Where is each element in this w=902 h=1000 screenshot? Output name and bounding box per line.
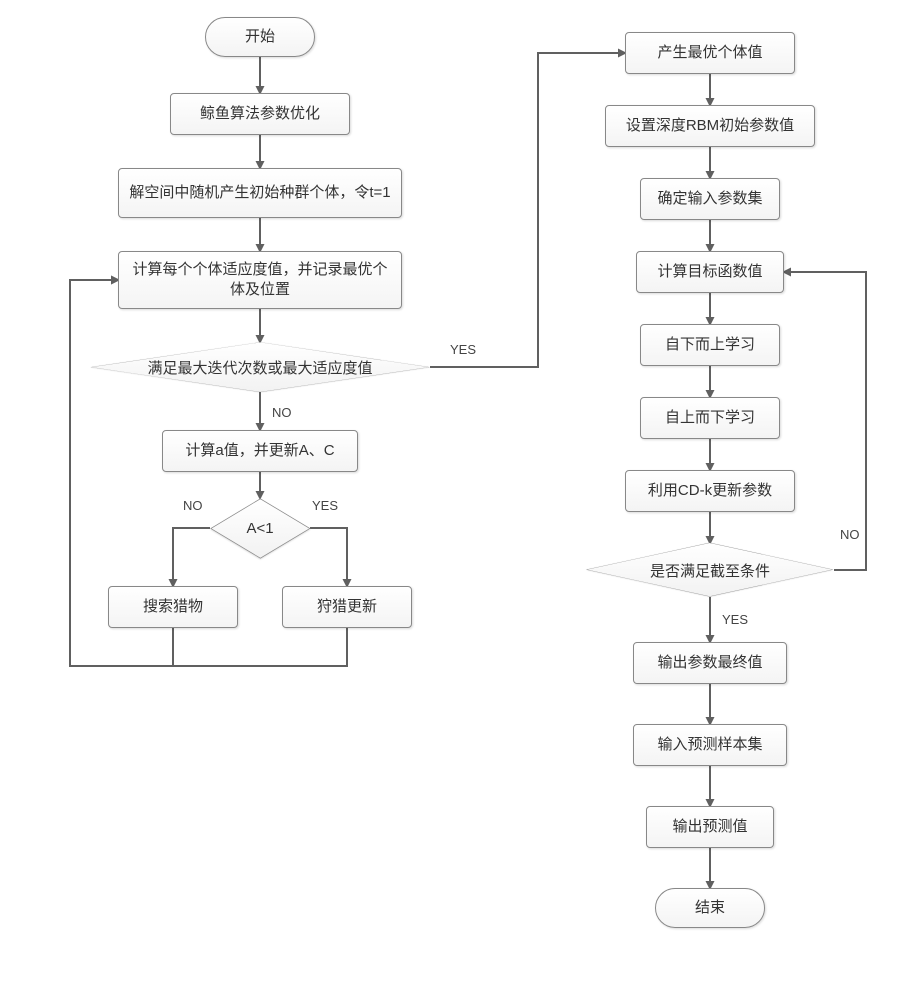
process-r8: 输出参数最终值 — [633, 642, 787, 684]
process-r10: 输出预测值 — [646, 806, 774, 848]
edge-rd-r4 — [784, 272, 866, 570]
process-r3: 确定输入参数集 — [640, 178, 780, 220]
process-n3: 计算每个个体适应度值，并记录最优个体及位置 — [118, 251, 402, 309]
decision-label-d2: A<1 — [210, 498, 310, 558]
process-r4: 计算目标函数值 — [636, 251, 784, 293]
decision-label-rd: 是否满足截至条件 — [586, 543, 834, 597]
process-r1: 产生最优个体值 — [625, 32, 795, 74]
process-r2: 设置深度RBM初始参数值 — [605, 105, 815, 147]
edge-d2-n5 — [173, 528, 210, 586]
edge-label-d1-r1: YES — [450, 342, 476, 357]
process-r7: 利用CD-k更新参数 — [625, 470, 795, 512]
edge-label-d2-n5: NO — [183, 498, 203, 513]
process-n1: 鲸鱼算法参数优化 — [170, 93, 350, 135]
edge-d2-n6 — [310, 528, 347, 586]
process-r6: 自上而下学习 — [640, 397, 780, 439]
terminator-start: 开始 — [205, 17, 315, 57]
process-n6: 狩猎更新 — [282, 586, 412, 628]
process-r5: 自下而上学习 — [640, 324, 780, 366]
edge-label-d2-n6: YES — [312, 498, 338, 513]
terminator-end: 结束 — [655, 888, 765, 928]
edge-label-rd-r4: NO — [840, 527, 860, 542]
edge-label-d1-n4: NO — [272, 405, 292, 420]
process-n5: 搜索猎物 — [108, 586, 238, 628]
edge-label-rd-r8: YES — [722, 612, 748, 627]
decision-label-d1: 满足最大迭代次数或最大适应度值 — [90, 342, 430, 392]
process-n4: 计算a值，并更新A、C — [162, 430, 358, 472]
process-n2: 解空间中随机产生初始种群个体，令t=1 — [118, 168, 402, 218]
edge-d1-r1 — [430, 53, 625, 367]
process-r9: 输入预测样本集 — [633, 724, 787, 766]
